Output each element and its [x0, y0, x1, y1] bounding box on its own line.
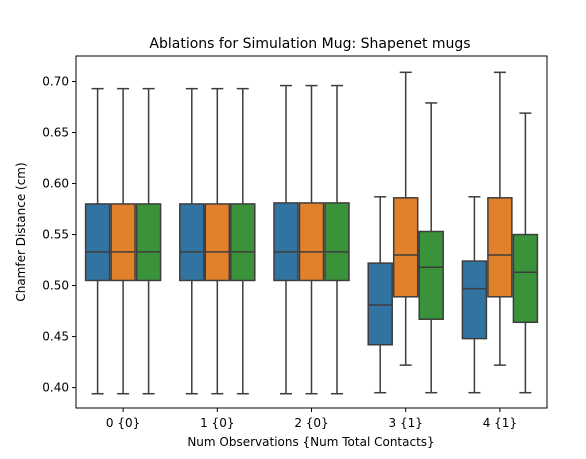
- box: [512, 233, 539, 324]
- box: [324, 202, 350, 282]
- y-tick-label: 0.40: [42, 381, 69, 395]
- y-axis-label: Chamfer Distance (cm): [14, 162, 28, 301]
- x-tick-label: 0 {0}: [106, 416, 140, 430]
- box: [298, 202, 325, 282]
- x-tick-label: 1 {0}: [200, 416, 234, 430]
- y-tick-label: 0.50: [42, 279, 69, 293]
- x-axis-label: Num Observations {Num Total Contacts}: [187, 435, 434, 449]
- box-series-1: [84, 87, 111, 395]
- box: [135, 203, 162, 282]
- box-series-1: [367, 196, 393, 394]
- box: [230, 203, 256, 282]
- box-series-1: [273, 84, 299, 395]
- y-tick-label: 0.65: [42, 126, 69, 140]
- box: [273, 202, 299, 282]
- x-tick-label: 4 {1}: [483, 416, 517, 430]
- x-tick-label: 2 {0}: [294, 416, 328, 430]
- box: [418, 230, 444, 320]
- box-series-2: [204, 87, 231, 395]
- box-series-1: [461, 196, 488, 394]
- box-series-2: [298, 84, 325, 395]
- box-series-2: [392, 71, 419, 366]
- box: [367, 262, 393, 346]
- y-tick-label: 0.45: [42, 330, 69, 344]
- plot-frame: [75, 55, 548, 409]
- chart-title: Ablations for Simulation Mug: Shapenet m…: [149, 36, 470, 52]
- box: [461, 260, 488, 340]
- box-series-3: [418, 102, 444, 394]
- y-tick-label: 0.60: [42, 177, 69, 191]
- box: [392, 197, 419, 298]
- box: [204, 203, 231, 282]
- box-series-3: [135, 87, 162, 395]
- box-series-2: [487, 71, 513, 366]
- y-tick-label: 0.55: [42, 228, 69, 242]
- box: [110, 203, 136, 282]
- box-series-1: [179, 87, 205, 395]
- x-tick-label: 3 {1}: [389, 416, 423, 430]
- y-tick-label: 0.70: [42, 75, 69, 89]
- plot-area: [84, 71, 539, 395]
- box: [179, 203, 205, 282]
- box-series-3: [230, 87, 256, 395]
- box: [487, 197, 513, 298]
- box-series-3: [512, 112, 539, 394]
- x-axis: 0 {0} 1 {0} 2 {0} 3 {1} 4 {1}: [106, 408, 517, 430]
- box: [84, 203, 111, 282]
- box-series-2: [110, 87, 136, 395]
- y-axis: 0.40 0.45 0.50 0.55 0.60 0.65 0.70: [42, 75, 76, 395]
- box-series-3: [324, 84, 350, 395]
